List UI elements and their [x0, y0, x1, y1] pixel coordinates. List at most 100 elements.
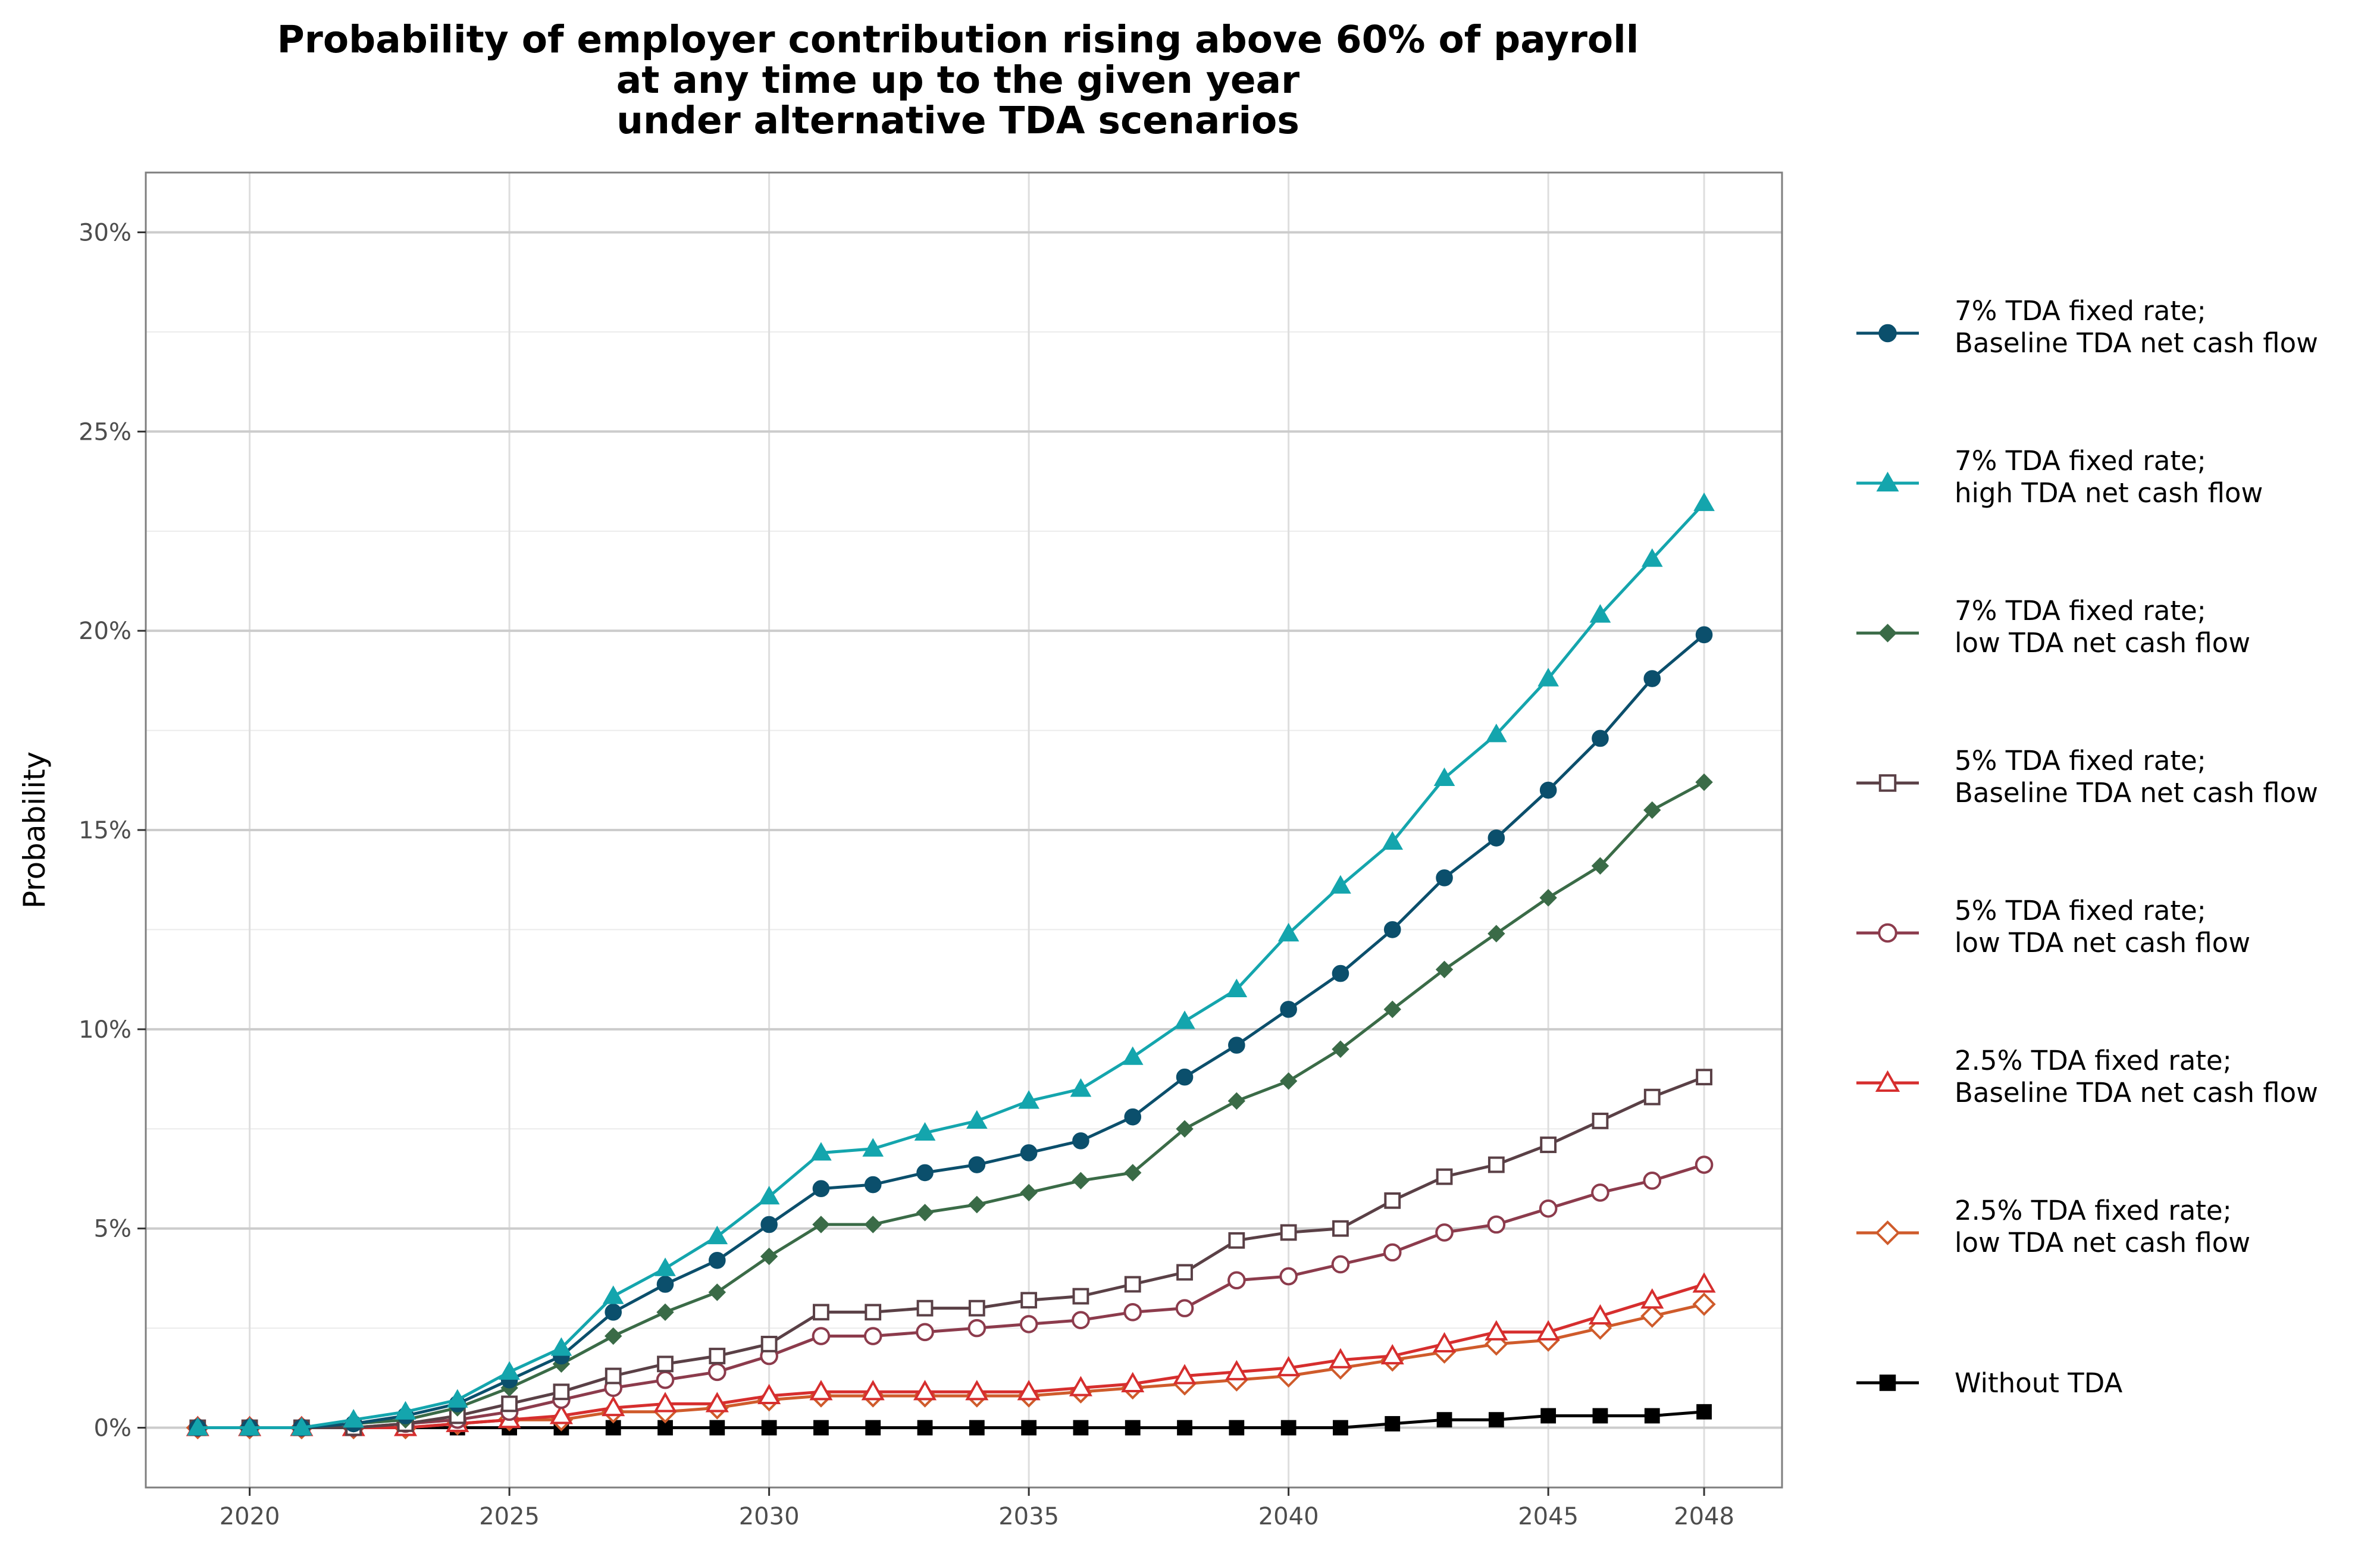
legend-entry: 2.5% TDA fixed rate;low TDA net cash flo…: [1856, 1195, 2250, 1258]
legend-entry: 7% TDA fixed rate;Baseline TDA net cash …: [1856, 295, 2318, 359]
data-point: [1695, 626, 1713, 644]
data-point: [1591, 857, 1609, 875]
data-point: [1486, 724, 1507, 743]
data-point: [239, 1417, 261, 1436]
data-point: [1124, 1276, 1141, 1293]
data-point: [605, 1367, 622, 1385]
data-point: [1124, 1108, 1142, 1126]
data-point: [1588, 1304, 1612, 1325]
data-point: [1641, 548, 1663, 567]
data-point: [1432, 1332, 1457, 1352]
data-point: [1540, 1408, 1557, 1424]
data-point: [1227, 1271, 1246, 1290]
data-point: [1488, 925, 1505, 942]
series-line: [198, 781, 1705, 1429]
data-point: [1537, 668, 1559, 687]
data-point: [1540, 1136, 1557, 1153]
y-axis: 0% 5% 10% 15% 20% 25% 30%: [79, 219, 146, 1442]
data-point: [1333, 1420, 1348, 1436]
data-point: [758, 1186, 780, 1205]
data-point: [1539, 889, 1557, 907]
data-point: [343, 1409, 365, 1428]
data-point: [1072, 1132, 1089, 1150]
x-tick-label: 2045: [1518, 1503, 1579, 1530]
data-point: [1592, 1112, 1609, 1129]
data-point: [1020, 1183, 1038, 1202]
data-point: [1072, 1288, 1089, 1305]
data-point: [709, 1348, 726, 1364]
data-point: [968, 1195, 986, 1214]
legend: 7% TDA fixed rate;Baseline TDA net cash …: [1856, 295, 2318, 1399]
data-point: [1021, 1420, 1037, 1436]
data-point: [656, 1370, 675, 1389]
data-point: [1383, 1000, 1401, 1019]
y-tick-label: 15%: [79, 817, 131, 844]
legend-key-marker: [1878, 923, 1897, 943]
data-point: [1225, 1360, 1248, 1380]
data-point: [813, 1420, 829, 1436]
data-point: [654, 1257, 676, 1276]
legend-label: Baseline TDA net cash flow: [1955, 327, 2318, 359]
data-point: [1173, 1364, 1197, 1385]
data-point: [810, 1142, 832, 1161]
data-point: [1695, 773, 1713, 791]
data-point: [1017, 1380, 1041, 1401]
data-point: [1277, 923, 1299, 942]
data-point: [709, 1251, 726, 1269]
data-point: [1436, 1168, 1453, 1185]
data-point: [861, 1380, 885, 1401]
x-tick-label: 2030: [739, 1503, 800, 1530]
data-point: [394, 1401, 416, 1420]
data-point: [757, 1383, 781, 1405]
data-point: [1228, 1036, 1245, 1054]
data-point: [706, 1225, 728, 1245]
data-point: [1331, 1255, 1350, 1274]
data-point: [1073, 1420, 1089, 1436]
data-point: [1485, 1320, 1508, 1341]
data-point: [656, 1303, 674, 1321]
x-tick-label: 2040: [1258, 1503, 1319, 1530]
data-point: [602, 1285, 624, 1304]
data-point: [1329, 1348, 1352, 1368]
data-point: [499, 1361, 520, 1380]
data-point: [1589, 604, 1611, 623]
data-point: [656, 1276, 674, 1293]
data-point: [708, 1363, 726, 1382]
data-point: [812, 1216, 830, 1233]
data-point: [809, 1380, 833, 1401]
legend-entry: 7% TDA fixed rate;low TDA net cash flow: [1856, 595, 2250, 659]
data-point: [657, 1355, 674, 1373]
data-point: [1385, 1416, 1401, 1432]
data-point: [605, 1327, 622, 1345]
data-point: [1383, 1243, 1402, 1262]
x-tick-label: 2048: [1674, 1503, 1734, 1530]
data-point: [914, 1122, 936, 1141]
data-point: [865, 1420, 881, 1436]
data-point: [969, 1420, 985, 1436]
data-point: [965, 1380, 989, 1401]
data-point: [813, 1304, 829, 1321]
data-point: [1176, 1264, 1193, 1281]
series-4: [189, 1069, 1712, 1436]
data-point: [1692, 1272, 1716, 1293]
y-tick-label: 25%: [79, 418, 131, 446]
legend-entry: Without TDA: [1856, 1367, 2123, 1399]
data-point: [1643, 1088, 1661, 1106]
data-point: [862, 1138, 884, 1157]
data-point: [1640, 1304, 1664, 1328]
data-point: [1695, 1155, 1714, 1174]
data-point: [812, 1180, 830, 1198]
series-line: [198, 1283, 1705, 1429]
data-point: [291, 1417, 312, 1436]
data-point: [1228, 1232, 1245, 1249]
data-point: [602, 1395, 625, 1417]
legend-label: 5% TDA fixed rate;: [1955, 745, 2206, 776]
legend-entry: 5% TDA fixed rate;low TDA net cash flow: [1856, 895, 2250, 959]
data-point: [705, 1392, 729, 1413]
data-point: [1019, 1315, 1038, 1333]
y-tick-label: 20%: [79, 618, 131, 645]
legend-label: 7% TDA fixed rate;: [1955, 295, 2206, 327]
data-point: [708, 1283, 726, 1301]
data-point: [916, 1299, 934, 1317]
legend-key-marker: [1879, 1374, 1896, 1391]
